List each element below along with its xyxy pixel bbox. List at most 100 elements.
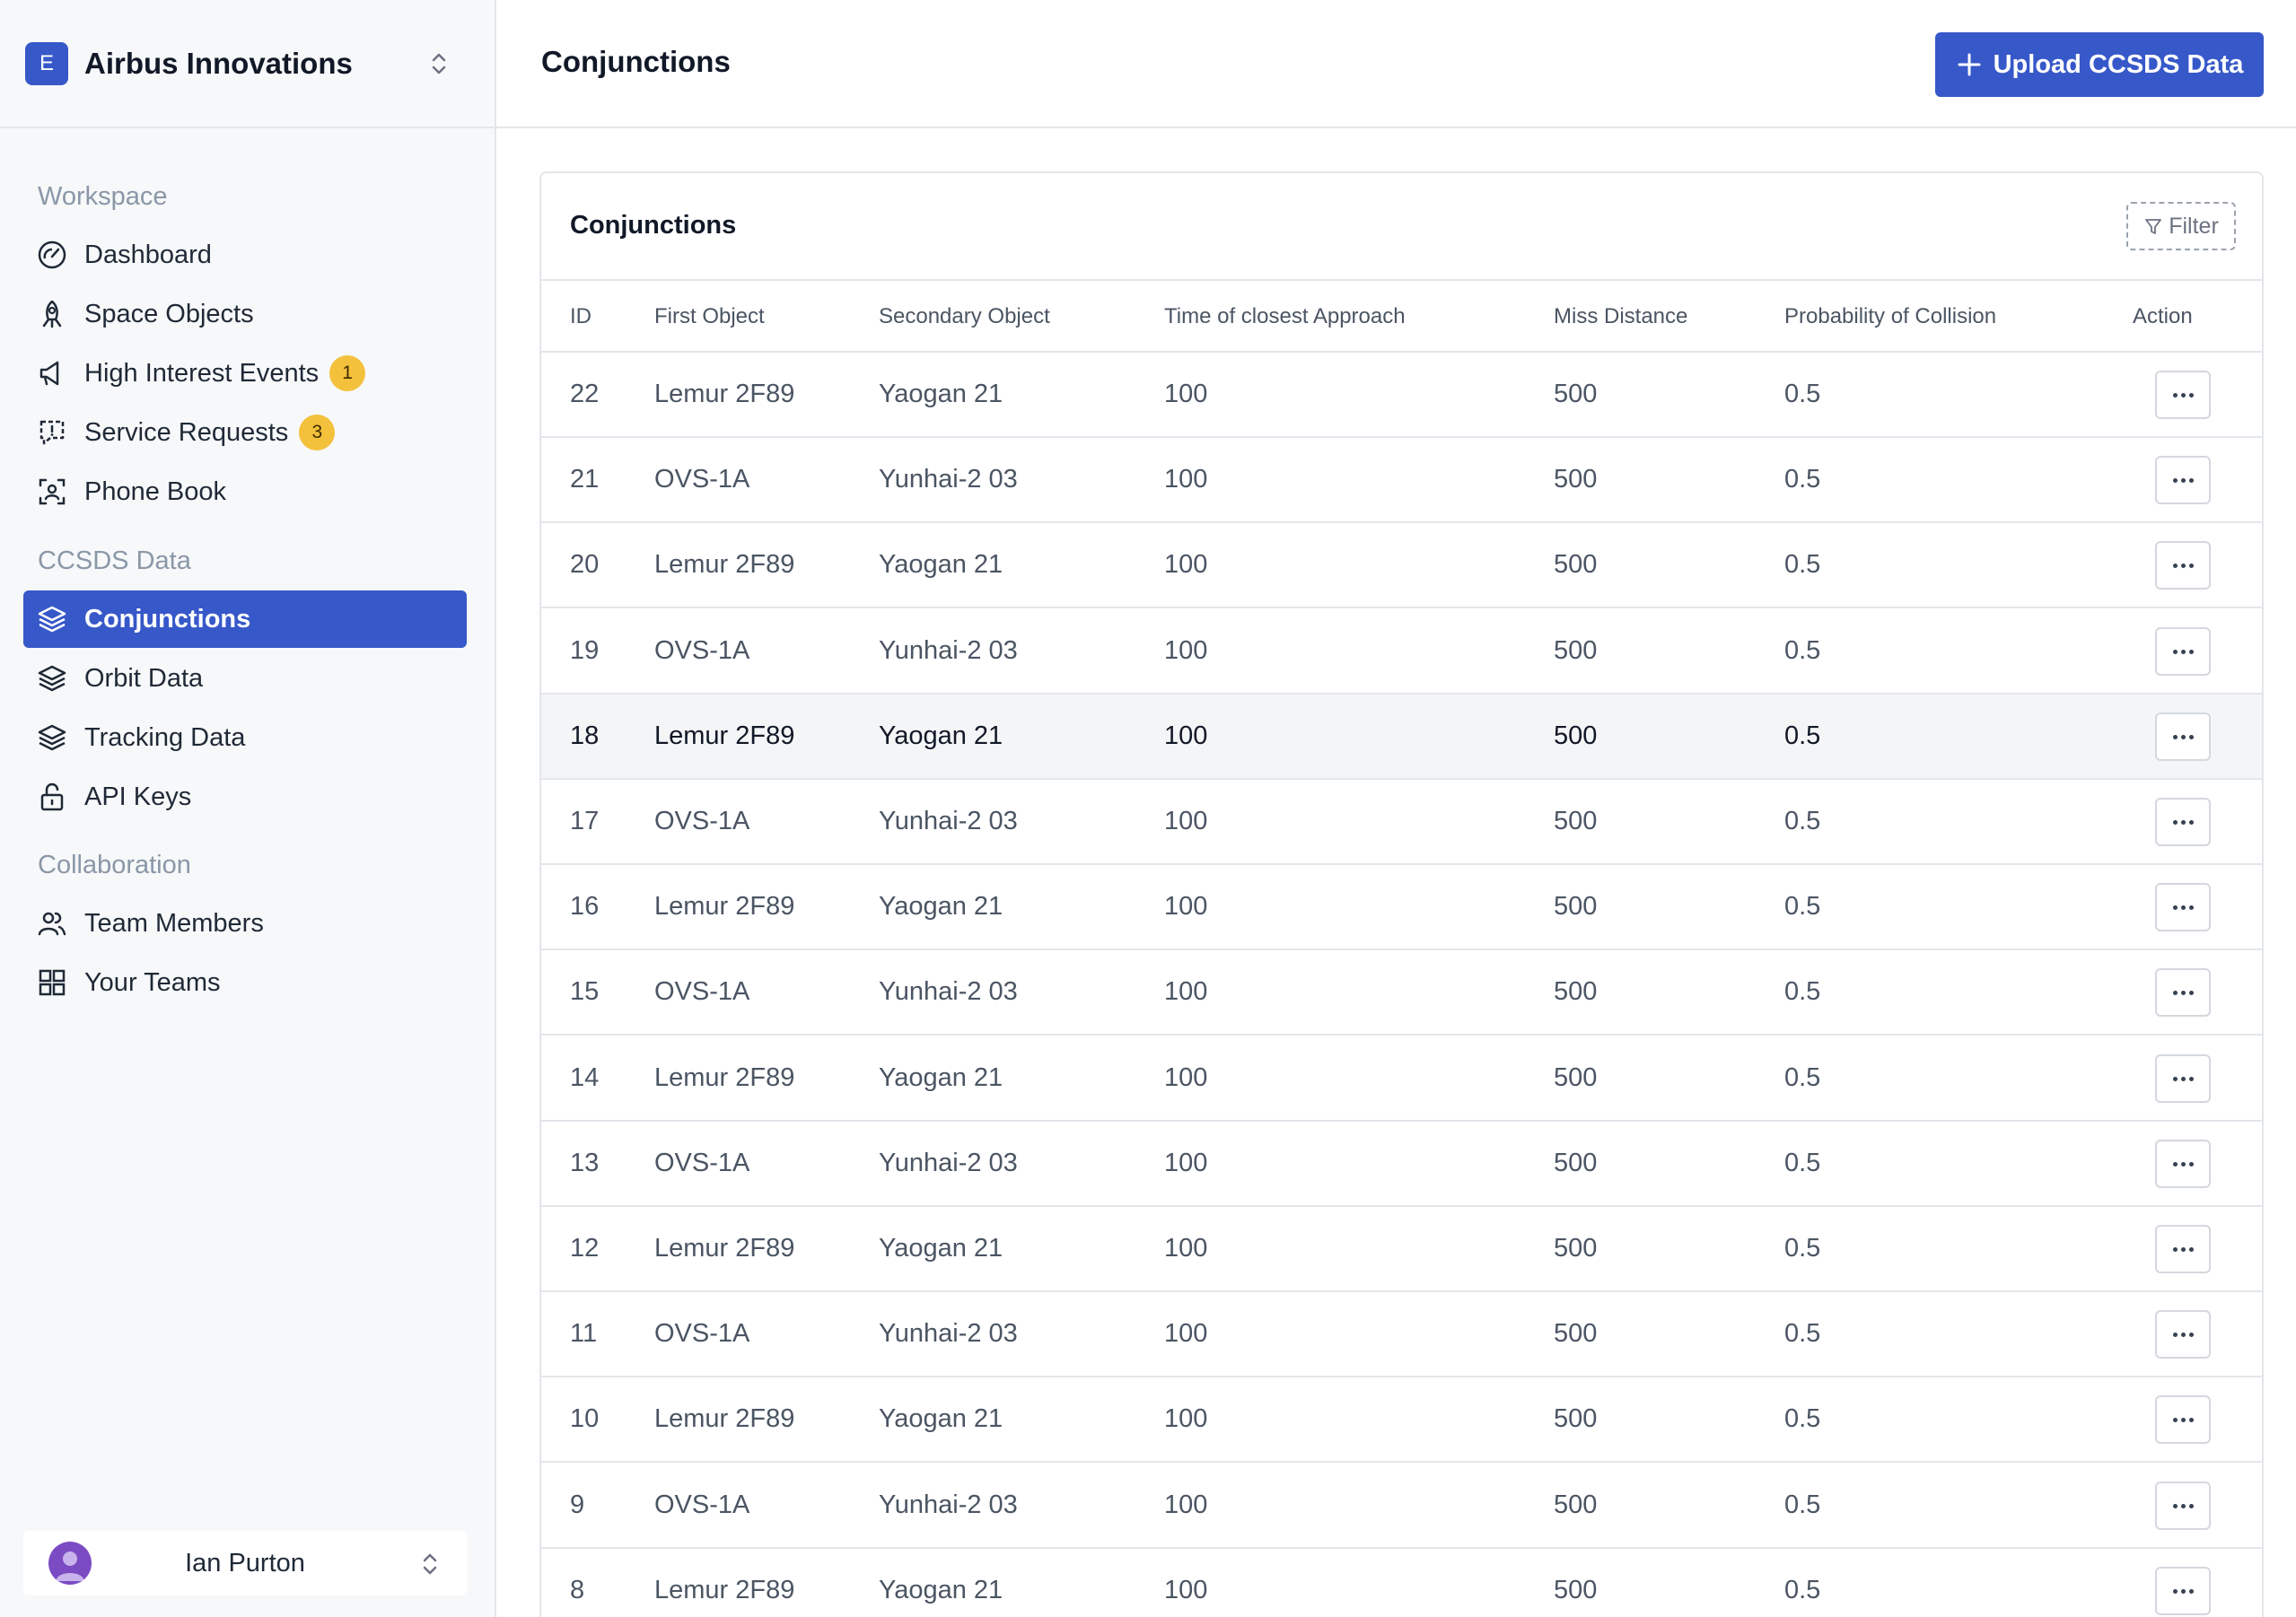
upload-ccsds-button[interactable]: Upload CCSDS Data (1935, 32, 2264, 97)
sidebar-item-service-requests[interactable]: Service Requests 3 (23, 404, 467, 461)
table-cell: Yaogan 21 (879, 892, 1003, 921)
filter-button[interactable]: Filter (2126, 202, 2236, 250)
sidebar-item-space-objects[interactable]: Space Objects (23, 285, 467, 343)
table-row[interactable]: 20 Lemur 2F89 Yaogan 21 100 500 0.5 (541, 523, 2262, 608)
table-row[interactable]: 12 Lemur 2F89 Yaogan 21 100 500 0.5 (541, 1207, 2262, 1292)
plus-icon (1958, 53, 1981, 76)
contact-scan-icon (39, 478, 66, 505)
sidebar-item-label: High Interest Events (84, 358, 320, 388)
table-row[interactable]: 22 Lemur 2F89 Yaogan 21 100 500 0.5 (541, 353, 2262, 438)
table-header: ID First Object Secondary Object Time of… (541, 279, 2262, 353)
sidebar-item-label: Tracking Data (84, 722, 246, 752)
table-cell: Yunhai-2 03 (879, 1490, 1018, 1519)
table-cell: 500 (1554, 977, 1598, 1006)
layers-icon (38, 665, 66, 692)
table-cell: 21 (570, 465, 600, 494)
row-actions-button[interactable] (2155, 1567, 2211, 1615)
table-row[interactable]: 18 Lemur 2F89 Yaogan 21 100 500 0.5 (541, 695, 2262, 780)
row-actions-button[interactable] (2155, 798, 2211, 846)
sidebar-item-high-interest-events[interactable]: High Interest Events 1 (23, 345, 467, 402)
chevron-updown-icon[interactable] (425, 48, 452, 79)
table-cell: 10 (570, 1404, 600, 1433)
table-row[interactable]: 17 OVS-1A Yunhai-2 03 100 500 0.5 (541, 780, 2262, 865)
chat-alert-icon (39, 420, 65, 445)
more-horizontal-icon (2171, 649, 2195, 654)
table-cell: 0.5 (1784, 892, 1821, 921)
table-cell: 0.5 (1784, 977, 1821, 1006)
table-cell: 500 (1554, 892, 1598, 921)
table-row[interactable]: 19 OVS-1A Yunhai-2 03 100 500 0.5 (541, 609, 2262, 695)
sidebar-item-phone-book[interactable]: Phone Book (23, 463, 467, 520)
row-actions-button[interactable] (2155, 541, 2211, 590)
table-cell: Yunhai-2 03 (879, 977, 1018, 1006)
more-horizontal-icon (2171, 1076, 2195, 1081)
column-header: Secondary Object (879, 304, 1050, 328)
table-cell: 0.5 (1784, 1063, 1821, 1092)
sidebar: E Airbus Innovations Workspace Dashboard… (0, 0, 496, 1617)
table-cell: 500 (1554, 1063, 1598, 1092)
row-actions-button[interactable] (2155, 456, 2211, 504)
row-actions-button[interactable] (2155, 1310, 2211, 1359)
sidebar-item-orbit-data[interactable]: Orbit Data (23, 650, 467, 707)
table-cell: 0.5 (1784, 1234, 1821, 1263)
table-cell: OVS-1A (654, 636, 750, 665)
table-cell: 0.5 (1784, 380, 1821, 408)
chevron-updown-icon[interactable] (416, 1549, 443, 1579)
table-cell: 0.5 (1784, 1576, 1821, 1604)
table-cell: 19 (570, 636, 600, 665)
row-actions-button[interactable] (2155, 883, 2211, 931)
row-actions-button[interactable] (2155, 1395, 2211, 1444)
section-collaboration: Collaboration (38, 851, 191, 879)
user-name: Ian Purton (185, 1548, 305, 1578)
table-cell: 500 (1554, 1576, 1598, 1604)
table-cell: 100 (1164, 1319, 1208, 1348)
sidebar-item-api-keys[interactable]: API Keys (23, 768, 467, 826)
row-actions-button[interactable] (2155, 371, 2211, 419)
table-row[interactable]: 10 Lemur 2F89 Yaogan 21 100 500 0.5 (541, 1377, 2262, 1463)
dashboard-icon (38, 240, 66, 269)
table-cell: 0.5 (1784, 721, 1821, 750)
sidebar-item-team-members[interactable]: Team Members (23, 895, 467, 952)
table-cell: Yaogan 21 (879, 550, 1003, 579)
table-cell: Yaogan 21 (879, 1234, 1003, 1263)
row-actions-button[interactable] (2155, 712, 2211, 761)
table-cell: OVS-1A (654, 977, 750, 1006)
sidebar-item-tracking-data[interactable]: Tracking Data (23, 709, 467, 766)
row-actions-button[interactable] (2155, 1140, 2211, 1188)
user-avatar-icon (56, 1551, 84, 1581)
table-cell: 100 (1164, 892, 1208, 921)
user-menu[interactable]: Ian Purton (23, 1531, 467, 1595)
sidebar-item-conjunctions[interactable]: Conjunctions (23, 590, 467, 648)
table-row[interactable]: 8 Lemur 2F89 Yaogan 21 100 500 0.5 (541, 1549, 2262, 1617)
sidebar-item-label: Conjunctions (84, 604, 251, 634)
sidebar-item-dashboard[interactable]: Dashboard (23, 226, 467, 284)
row-actions-button[interactable] (2155, 1054, 2211, 1103)
table-cell: Lemur 2F89 (654, 380, 795, 408)
table-row[interactable]: 11 OVS-1A Yunhai-2 03 100 500 0.5 (541, 1292, 2262, 1377)
table-cell: OVS-1A (654, 1490, 750, 1519)
table-cell: 13 (570, 1149, 600, 1177)
table-row[interactable]: 21 OVS-1A Yunhai-2 03 100 500 0.5 (541, 438, 2262, 523)
table-cell: Lemur 2F89 (654, 721, 795, 750)
sidebar-item-your-teams[interactable]: Your Teams (23, 954, 467, 1011)
table-cell: 11 (570, 1319, 598, 1348)
table-cell: 18 (570, 721, 600, 750)
sidebar-item-label: Dashboard (84, 240, 212, 269)
row-actions-button[interactable] (2155, 1225, 2211, 1273)
table-cell: 100 (1164, 380, 1208, 408)
filter-icon (2145, 219, 2162, 234)
row-actions-button[interactable] (2155, 968, 2211, 1017)
row-actions-button[interactable] (2155, 1482, 2211, 1530)
table-row[interactable]: 13 OVS-1A Yunhai-2 03 100 500 0.5 (541, 1122, 2262, 1207)
table-row[interactable]: 9 OVS-1A Yunhai-2 03 100 500 0.5 (541, 1464, 2262, 1549)
more-horizontal-icon (2171, 477, 2195, 483)
table-row[interactable]: 14 Lemur 2F89 Yaogan 21 100 500 0.5 (541, 1036, 2262, 1122)
more-horizontal-icon (2171, 1503, 2195, 1508)
row-actions-button[interactable] (2155, 627, 2211, 676)
table-cell: 15 (570, 977, 600, 1006)
table-row[interactable]: 15 OVS-1A Yunhai-2 03 100 500 0.5 (541, 950, 2262, 1036)
table-cell: Lemur 2F89 (654, 1234, 795, 1263)
table-row[interactable]: 16 Lemur 2F89 Yaogan 21 100 500 0.5 (541, 865, 2262, 950)
section-workspace: Workspace (38, 182, 168, 211)
org-switcher[interactable]: E Airbus Innovations (0, 0, 495, 128)
